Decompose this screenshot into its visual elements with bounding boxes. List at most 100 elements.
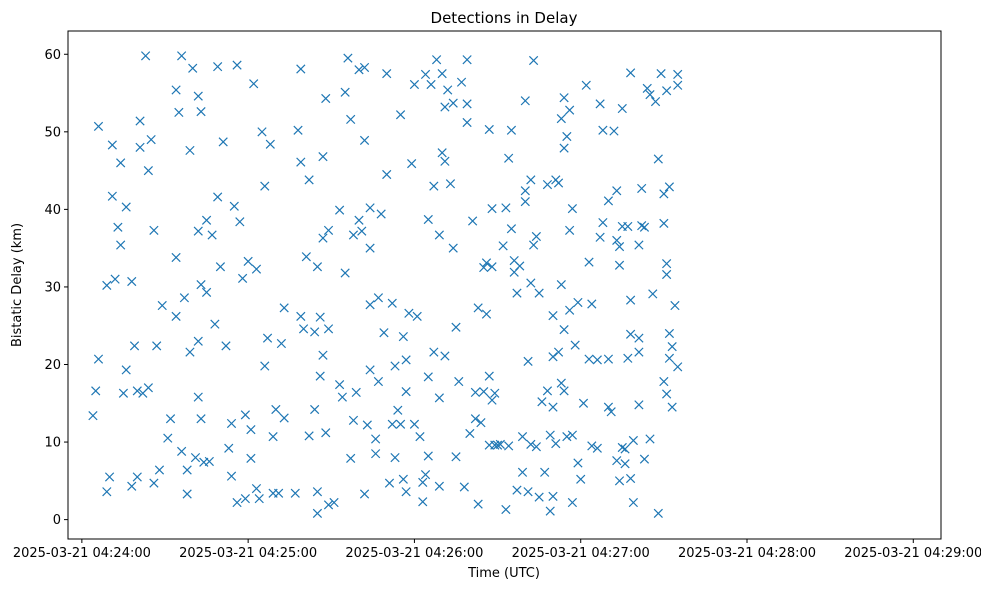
detection-point — [276, 338, 287, 349]
detection-point — [506, 224, 517, 234]
detection-point — [459, 482, 469, 492]
detection-point — [639, 222, 650, 232]
detection-point — [318, 350, 328, 360]
detection-point — [91, 386, 101, 396]
detection-point — [470, 414, 481, 424]
detection-point — [271, 404, 281, 415]
detection-point — [565, 105, 575, 115]
detection-point — [260, 361, 270, 371]
detection-point — [113, 222, 123, 232]
detection-point — [501, 203, 511, 213]
detection-point — [135, 142, 145, 152]
detection-point — [520, 197, 530, 207]
detection-point — [673, 80, 683, 90]
detection-point — [520, 96, 530, 106]
detection-point — [637, 183, 647, 194]
detection-point — [146, 134, 156, 145]
detection-point — [262, 333, 273, 343]
detection-point — [384, 478, 395, 488]
detection-point — [321, 428, 331, 438]
detection-point — [401, 487, 411, 497]
detection-point — [143, 383, 153, 393]
detection-point — [240, 410, 250, 420]
detection-point — [107, 140, 117, 150]
detection-point — [487, 395, 497, 405]
detection-point — [440, 351, 450, 361]
detection-point — [409, 419, 420, 429]
detection-point — [346, 453, 356, 463]
detection-point — [418, 477, 428, 488]
detection-point — [116, 240, 126, 250]
detection-point — [382, 169, 392, 180]
detection-point — [376, 209, 386, 219]
detection-point — [437, 148, 447, 158]
detection-point — [451, 322, 461, 332]
detection-point — [371, 434, 381, 444]
detection-point — [362, 420, 372, 430]
y-axis: 0 10 20 30 40 50 60 — [44, 48, 68, 528]
detection-point — [393, 405, 403, 415]
detection-point — [387, 298, 397, 308]
detection-point — [340, 87, 350, 97]
detection-point — [157, 300, 167, 311]
detection-point — [473, 499, 483, 509]
detection-point — [487, 203, 497, 214]
x-tick-label: 2025-03-21 04:28:00 — [678, 546, 816, 561]
detection-point — [318, 233, 328, 243]
detection-point — [390, 361, 400, 371]
detection-point — [567, 203, 578, 214]
detection-point — [334, 380, 345, 390]
detection-point — [620, 444, 630, 454]
detection-point — [152, 341, 162, 351]
detection-point — [625, 473, 636, 484]
detection-point — [506, 125, 517, 135]
y-tick-label: 20 — [44, 358, 61, 373]
detection-point — [420, 69, 431, 80]
detection-point — [645, 89, 655, 100]
detection-point — [243, 256, 253, 266]
detection-point — [395, 419, 406, 429]
detection-point — [567, 497, 578, 508]
detection-point — [390, 452, 400, 463]
detection-point — [542, 179, 553, 190]
detection-point — [476, 418, 486, 428]
detection-point — [177, 446, 187, 456]
detection-point — [567, 430, 578, 440]
detection-point — [251, 264, 262, 274]
detection-point — [512, 288, 522, 298]
detection-point — [559, 386, 569, 396]
detection-point — [609, 126, 619, 136]
detection-point — [562, 431, 572, 442]
detection-point — [625, 329, 636, 339]
detection-point — [490, 388, 500, 398]
detection-point — [470, 387, 481, 398]
detection-point — [667, 342, 677, 352]
detection-point — [337, 392, 347, 402]
detection-point — [296, 64, 306, 74]
x-tick-label: 2025-03-21 04:26:00 — [345, 546, 483, 561]
detection-point — [625, 68, 636, 78]
detection-point — [171, 311, 181, 322]
detection-point — [628, 435, 638, 446]
detection-point — [523, 487, 533, 497]
detection-point — [548, 311, 558, 321]
detection-point — [210, 319, 220, 329]
detection-point — [334, 205, 345, 215]
detection-point — [312, 508, 323, 519]
detection-point — [226, 471, 237, 481]
detection-point — [304, 431, 314, 441]
detection-point — [481, 258, 492, 268]
detection-point — [501, 504, 511, 515]
detection-point — [254, 494, 264, 504]
detection-point — [257, 127, 267, 137]
detection-point — [407, 158, 417, 169]
detection-point — [213, 192, 223, 202]
detection-point — [634, 400, 644, 410]
detection-point — [401, 387, 411, 397]
detection-point — [429, 181, 439, 191]
detection-point — [625, 295, 636, 305]
y-tick-label: 50 — [44, 125, 61, 140]
detection-point — [359, 62, 370, 73]
detection-point — [129, 341, 140, 351]
detection-point — [612, 186, 622, 196]
